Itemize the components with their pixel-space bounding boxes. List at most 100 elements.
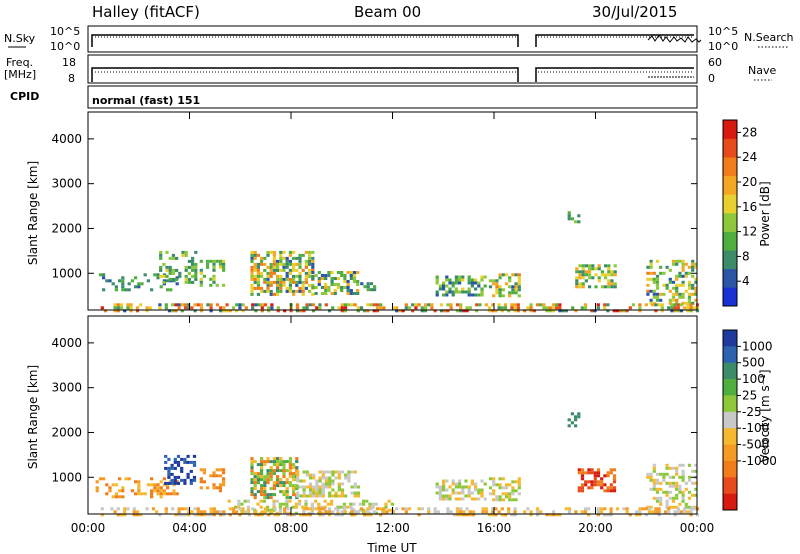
scatter-cell [228, 309, 232, 313]
colorbar-segment [723, 194, 737, 214]
scatter-cell [159, 265, 163, 269]
nsearch-label: N.Search [744, 31, 794, 44]
scatter-cell [678, 502, 682, 506]
power-colorbar-label: Power [dB] [758, 181, 772, 246]
scatter-cell [263, 475, 267, 479]
scatter-cell [203, 513, 207, 517]
scatter-cell [324, 289, 328, 292]
scatter-cell [498, 477, 502, 481]
scatter-cell [326, 502, 330, 506]
scatter-cell [513, 303, 517, 307]
scatter-cell [511, 480, 515, 484]
scatter-cell [346, 289, 350, 292]
scatter-cell [529, 306, 533, 310]
scatter-cell [282, 280, 286, 284]
scatter-cell [578, 282, 582, 286]
scatter-cell [495, 498, 499, 502]
scatter-cell [283, 510, 287, 514]
scatter-cell [282, 265, 286, 269]
scatter-cell [95, 486, 99, 490]
scatter-cell [167, 309, 172, 313]
scatter-cell [184, 274, 188, 278]
scatter-cell [164, 454, 168, 458]
scatter-cell [318, 470, 322, 474]
scatter-cell [105, 279, 109, 283]
scatter-cell [311, 250, 315, 254]
scatter-cell [577, 214, 581, 218]
scatter-cell [321, 482, 325, 486]
scatter-cell [678, 271, 682, 275]
scatter-cell [250, 460, 254, 464]
scatter-cell [330, 271, 334, 274]
scatter-cell [686, 309, 690, 313]
scatter-cell [635, 510, 639, 514]
scatter-cell [612, 477, 617, 481]
nsky-panel: N.Sky 10^5 10^0 N.Search 10^5 10^0 [4, 25, 794, 53]
scatter-cell [126, 306, 130, 310]
scatter-cell [655, 280, 660, 284]
scatter-cell [417, 507, 421, 511]
scatter-cell [665, 472, 669, 476]
scatter-cell [267, 513, 271, 517]
scatter-cell [156, 486, 160, 490]
scatter-cell [328, 494, 332, 498]
scatter-cell [170, 478, 174, 482]
scatter-cell [681, 496, 685, 500]
scatter-cell [491, 513, 495, 517]
scatter-cell [231, 306, 236, 310]
scatter-cell [209, 277, 213, 281]
scatter-cell [263, 463, 267, 467]
scatter-cell [588, 270, 592, 274]
scatter-cell [288, 268, 292, 272]
scatter-cell [276, 280, 280, 284]
y-tick-label: 4000 [51, 132, 82, 146]
scatter-cell [250, 256, 254, 260]
scatter-cell [263, 490, 267, 494]
scatter-cell [641, 507, 645, 511]
scatter-cell [209, 303, 213, 307]
scatter-cell [292, 478, 296, 482]
scatter-cell [340, 309, 344, 313]
scatter-cell [514, 285, 518, 289]
scatter-cell [535, 513, 540, 517]
scatter-cell [333, 283, 337, 286]
scatter-cell [272, 271, 276, 275]
scatter-cell [372, 510, 376, 514]
scatter-cell [315, 488, 319, 492]
scatter-cell [607, 285, 611, 289]
scatter-cell [324, 274, 328, 277]
scatter-cell [321, 513, 325, 517]
scatter-cell [374, 502, 378, 506]
scatter-cell [467, 494, 471, 498]
scatter-cell [288, 253, 292, 257]
scatter-cell [343, 286, 347, 289]
scatter-cell [462, 510, 466, 514]
scatter-cell [98, 273, 102, 277]
scatter-cell [260, 286, 264, 290]
scatter-cell [263, 268, 267, 272]
scatter-cell [395, 507, 399, 511]
colorbar-segment [723, 379, 737, 396]
scatter-cell [649, 289, 653, 293]
scatter-cell [199, 486, 203, 490]
scatter-cell [312, 491, 316, 495]
scatter-cell [471, 513, 476, 517]
scatter-cell [606, 471, 610, 475]
scatter-cell [659, 496, 663, 500]
scatter-cell [514, 282, 518, 286]
scatter-cell [590, 471, 594, 475]
scatter-cell [694, 487, 698, 491]
scatter-cell [308, 513, 312, 517]
scatter-cell [358, 502, 362, 506]
scatter-cell [256, 478, 260, 482]
scatter-cell [687, 463, 692, 467]
scatter-cell [349, 277, 353, 280]
colorbar-tick-label: -100 [742, 421, 769, 435]
scatter-cell [203, 510, 207, 514]
scatter-cell [272, 256, 276, 260]
scatter-cell [165, 274, 169, 278]
scatter-cell [504, 492, 509, 496]
scatter-cell [435, 293, 439, 297]
scatter-cell [199, 477, 203, 481]
scatter-cell [193, 303, 197, 307]
